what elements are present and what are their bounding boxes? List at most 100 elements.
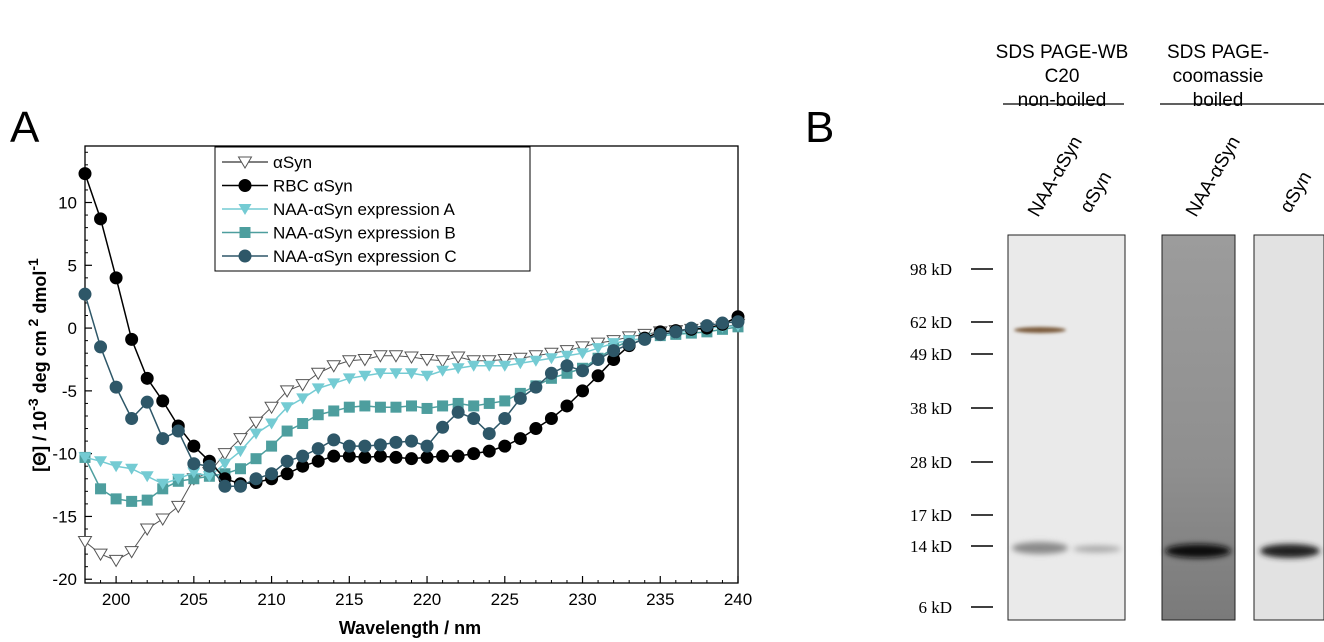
- x-tick-label: 215: [335, 590, 363, 609]
- data-point: [622, 337, 636, 351]
- data-point: [560, 350, 574, 362]
- data-point: [140, 471, 154, 483]
- data-point: [249, 472, 263, 486]
- y-axis-title-sup: 2: [25, 318, 41, 330]
- marker-label: 98 kD: [910, 260, 952, 279]
- data-point: [357, 353, 373, 367]
- data-point: [374, 401, 386, 413]
- y-axis-title: [Θ] / 10-3 deg cm 2 dmol-1: [25, 258, 50, 472]
- data-point: [638, 332, 652, 346]
- data-point: [436, 420, 450, 434]
- data-point: [498, 360, 512, 372]
- legend: αSyn RBC αSyn NAA-αSyn expression A NAA-αSy…: [214, 146, 531, 272]
- marker-label: 14 kD: [910, 537, 952, 556]
- lane-label: αSyn: [1276, 168, 1316, 216]
- data-point: [266, 440, 278, 452]
- x-axis: 200 205 210 215 220 225 230 235 240: [84, 576, 752, 609]
- legend-label: RBC αSyn: [273, 177, 353, 196]
- band-14kd: [1012, 542, 1068, 554]
- data-point: [94, 212, 108, 226]
- data-point: [311, 383, 325, 395]
- x-tick-label: 210: [257, 590, 285, 609]
- y-axis-title-part: deg cm: [30, 330, 50, 398]
- data-point: [576, 364, 590, 378]
- data-point: [591, 352, 605, 366]
- x-tick-label: 220: [413, 590, 441, 609]
- data-point: [156, 478, 170, 490]
- data-point: [140, 371, 154, 385]
- data-point: [561, 367, 573, 379]
- data-point: [265, 418, 279, 430]
- coomassie-gel-lane-2: [1253, 234, 1324, 621]
- data-point: [358, 450, 372, 464]
- data-point: [529, 380, 543, 394]
- data-point: [591, 343, 605, 355]
- gel-group-heading-2: SDS PAGE- coomassie boiled: [1160, 42, 1324, 111]
- data-point: [109, 380, 123, 394]
- data-point: [684, 321, 698, 335]
- data-point: [451, 449, 465, 463]
- x-tick-label: 205: [180, 590, 208, 609]
- data-point: [217, 448, 233, 461]
- data-point: [188, 473, 200, 485]
- data-point: [700, 319, 714, 333]
- data-point: [296, 393, 310, 405]
- data-point: [202, 471, 216, 483]
- data-point: [341, 355, 357, 368]
- data-point: [264, 401, 279, 415]
- data-point: [373, 438, 387, 452]
- data-point: [296, 449, 310, 463]
- data-point: [560, 399, 574, 413]
- data-point: [327, 449, 341, 463]
- data-point: [124, 546, 140, 559]
- legend-label: NAA-αSyn expression B: [273, 224, 456, 243]
- data-point: [715, 316, 729, 330]
- data-point: [451, 363, 465, 375]
- lane-label: NAA-αSyn: [1182, 133, 1245, 221]
- x-tick-label: 200: [102, 590, 130, 609]
- data-point: [373, 449, 387, 463]
- legend-label: αSyn: [273, 153, 312, 172]
- data-point: [467, 447, 481, 461]
- coomassie-gel-lane-1: [1161, 234, 1236, 621]
- data-point: [297, 418, 309, 430]
- data-point: [498, 439, 512, 453]
- x-tick-label: 240: [724, 590, 752, 609]
- data-point: [343, 401, 355, 413]
- data-point: [390, 401, 402, 413]
- data-point: [560, 359, 574, 373]
- data-point: [499, 395, 511, 407]
- data-point: [218, 458, 232, 470]
- data-point: [497, 353, 513, 367]
- data-point: [171, 473, 185, 485]
- legend-item: NAA-αSyn expression B: [222, 224, 456, 243]
- data-point: [575, 341, 590, 354]
- data-point: [110, 493, 122, 505]
- data-point: [342, 373, 356, 385]
- data-point: [358, 370, 372, 382]
- marker-label: 38 kD: [910, 399, 952, 418]
- data-point: [126, 495, 138, 507]
- data-point: [406, 400, 417, 412]
- data-point: [591, 369, 605, 383]
- data-point: [187, 457, 201, 471]
- data-point: [187, 467, 201, 479]
- marker-label: 6 kD: [918, 598, 952, 617]
- panel-a-label: A: [10, 103, 40, 152]
- data-point: [420, 450, 434, 464]
- data-point: [140, 395, 154, 409]
- data-point: [452, 397, 464, 409]
- data-point: [482, 444, 496, 458]
- data-point: [280, 467, 294, 481]
- data-point: [436, 449, 450, 463]
- marker-label: 17 kD: [910, 506, 952, 525]
- gel-heading-line: C20: [1045, 66, 1080, 87]
- marker-label: 28 kD: [910, 453, 952, 472]
- data-point: [141, 494, 153, 506]
- y-tick-label: 0: [68, 319, 77, 338]
- x-axis-title: Wavelength / nm: [339, 618, 481, 638]
- y-tick-label: -5: [62, 382, 77, 401]
- y-tick-label: -15: [52, 507, 77, 526]
- data-point: [467, 411, 481, 425]
- data-point: [95, 483, 107, 495]
